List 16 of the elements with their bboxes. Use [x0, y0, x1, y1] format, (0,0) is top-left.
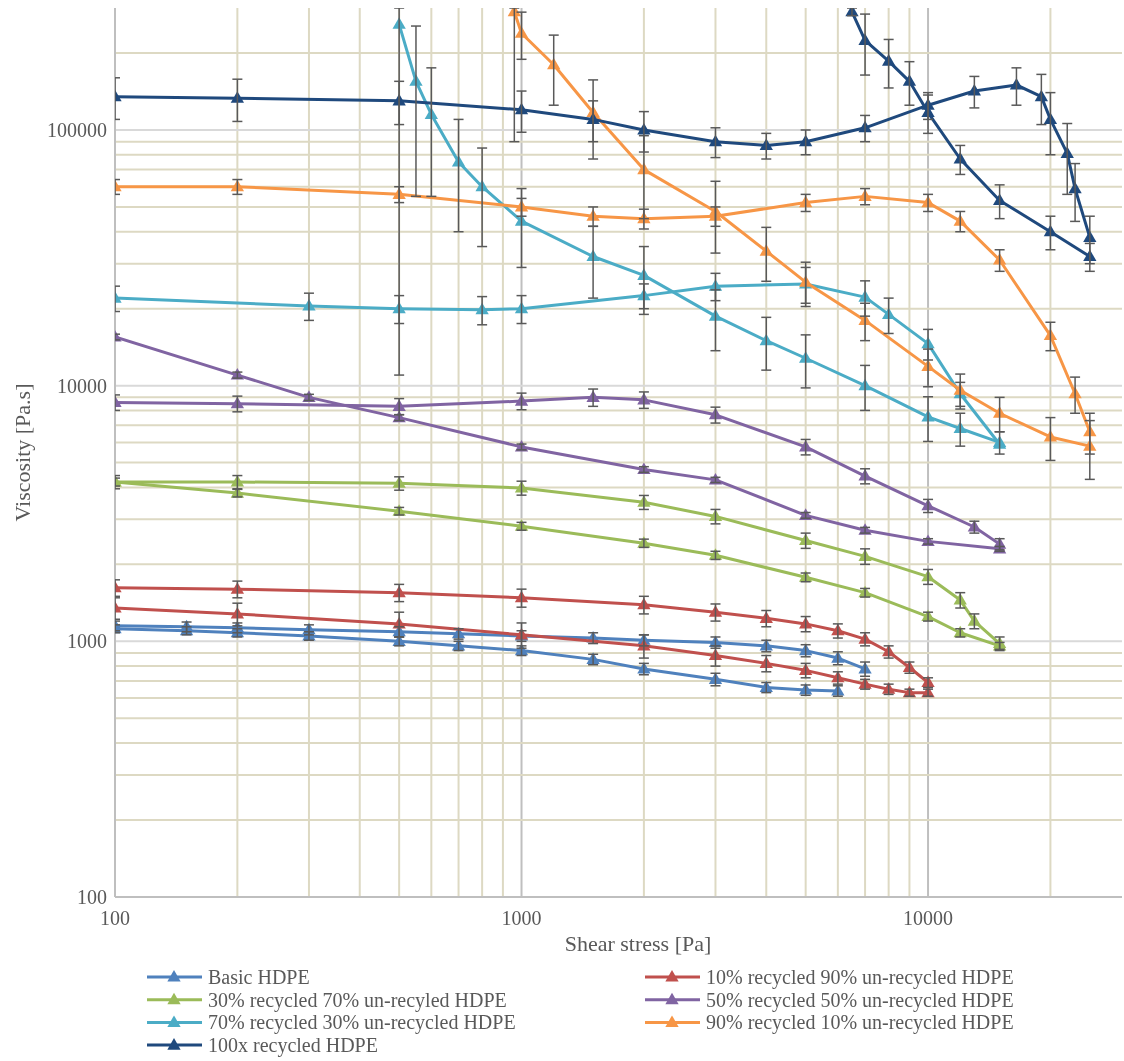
x-axis-title: Shear stress [Pa]: [564, 931, 712, 956]
legend-label: 100x recycled HDPE: [208, 1034, 378, 1058]
y-axis-title: Viscosity [Pa.s]: [10, 383, 35, 522]
x-tick-label: 100: [100, 907, 130, 929]
x-tick-label: 10000: [903, 907, 954, 929]
y-tick-label: 1000: [67, 630, 107, 653]
legend-label: 50% recycled 50% un-recycled HDPE: [706, 988, 1014, 1012]
y-tick-label: 100000: [47, 118, 107, 141]
y-tick-label: 10000: [57, 374, 107, 397]
y-tick-label: 100: [77, 886, 107, 908]
legend-label: 30% recycled 70% un-recyled HDPE: [208, 988, 507, 1012]
legend-label: Basic HDPE: [208, 966, 310, 988]
legend-label: 90% recycled 10% un-recycled HDPE: [706, 1011, 1014, 1035]
x-tick-label: 1000: [501, 907, 542, 929]
legend-label: 10% recycled 90% un-recycled HDPE: [706, 966, 1014, 989]
legend-label: 70% recycled 30% un-recycled HDPE: [208, 1011, 516, 1035]
